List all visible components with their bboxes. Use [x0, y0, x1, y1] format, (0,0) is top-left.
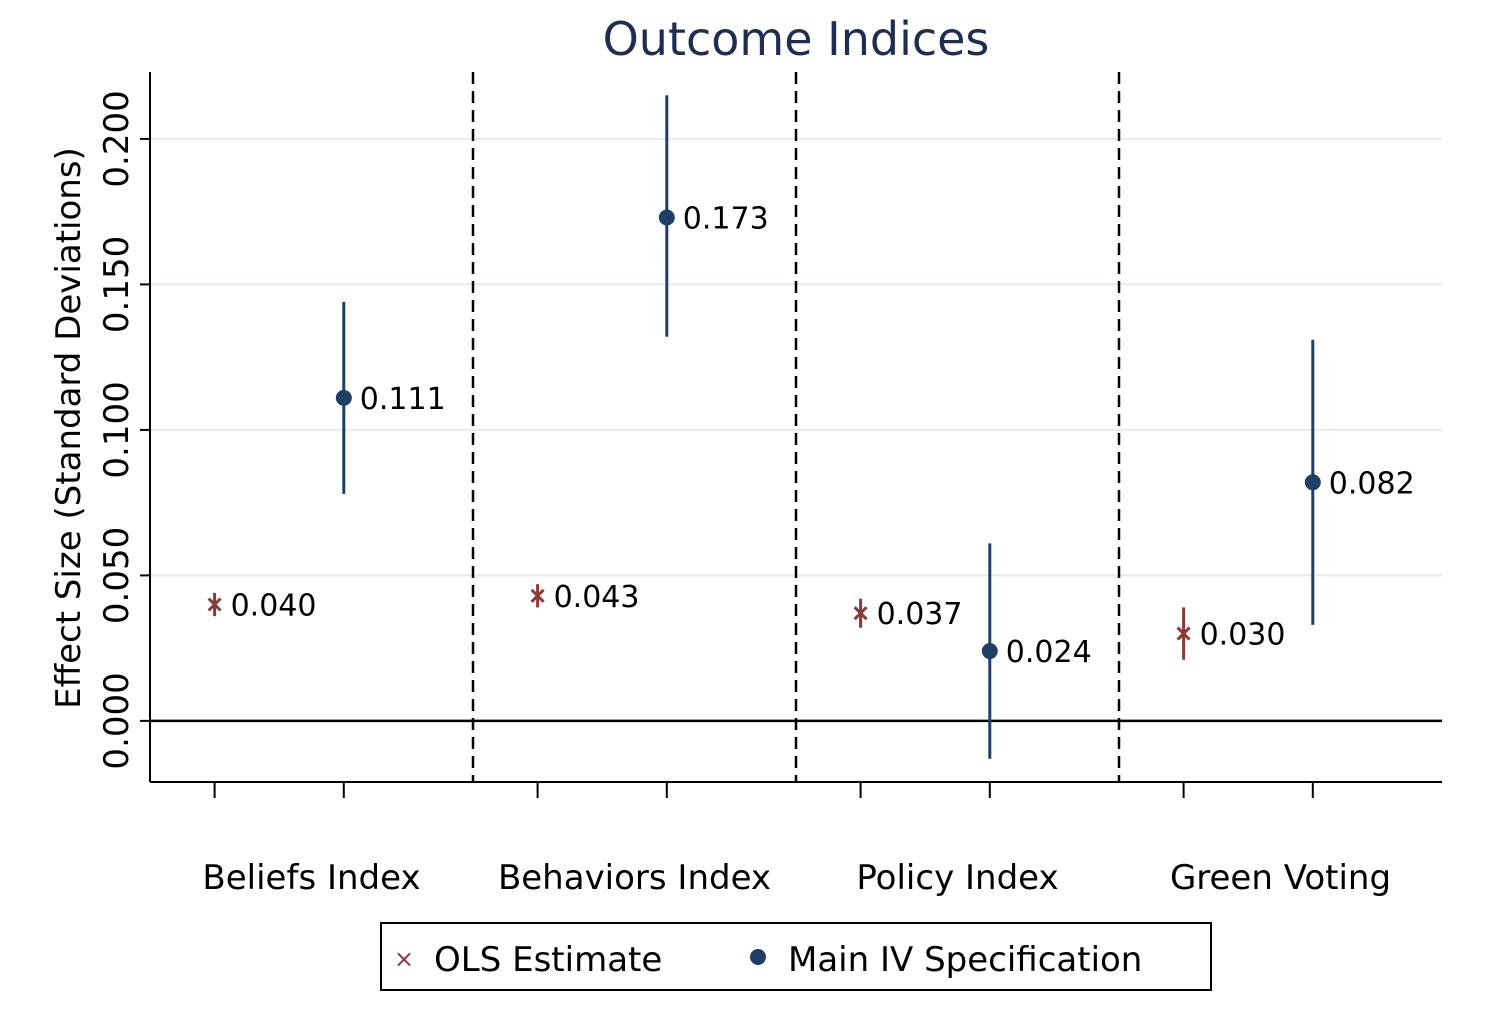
y-tick-label: 0.150 [97, 236, 137, 333]
y-axis-label: Effect Size (Standard Deviations) [49, 147, 89, 709]
iv-point [335, 389, 352, 406]
legend-ols-label: OLS Estimate [434, 940, 662, 980]
iv-point [1304, 474, 1321, 491]
legend-iv-marker [750, 949, 766, 965]
ols-point [1176, 626, 1191, 641]
data-label: 0.111 [360, 382, 446, 417]
mark-layer: 0.040 0.043 0.037 0.030 0.111 0.173 0.024 0.082 [207, 95, 1415, 759]
ols-point [207, 597, 222, 612]
x-category-label: Beliefs Index [202, 858, 420, 898]
legend-ols-marker: × [394, 945, 414, 973]
data-label: 0.082 [1329, 466, 1415, 501]
y-tick-label: 0.000 [97, 672, 137, 769]
data-label: 0.040 [231, 589, 317, 624]
axis-layer: 0.000 0.050 0.100 0.150 0.200 Beliefs Index Be… [97, 72, 1442, 898]
data-label: 0.173 [683, 201, 769, 236]
y-tick-label: 0.050 [97, 527, 137, 624]
ols-point [530, 588, 545, 603]
data-label: 0.024 [1006, 635, 1092, 670]
data-label: 0.043 [554, 580, 640, 615]
x-category-label: Policy Index [856, 858, 1058, 898]
legend-iv-label: Main IV Specification [788, 940, 1142, 980]
y-tick-label: 0.100 [97, 381, 137, 478]
x-category-label: Behaviors Index [498, 858, 771, 898]
x-category-label: Green Voting [1170, 858, 1391, 898]
iv-point [658, 209, 675, 226]
y-tick-label: 0.200 [97, 90, 137, 187]
ols-point [853, 606, 868, 621]
data-label: 0.037 [877, 597, 963, 632]
legend-box [380, 922, 1212, 991]
data-label: 0.030 [1200, 618, 1286, 653]
chart-title: Outcome Indices [603, 12, 990, 66]
legend: × OLS Estimate Main IV Specification [380, 922, 1212, 991]
iv-point [981, 643, 998, 660]
